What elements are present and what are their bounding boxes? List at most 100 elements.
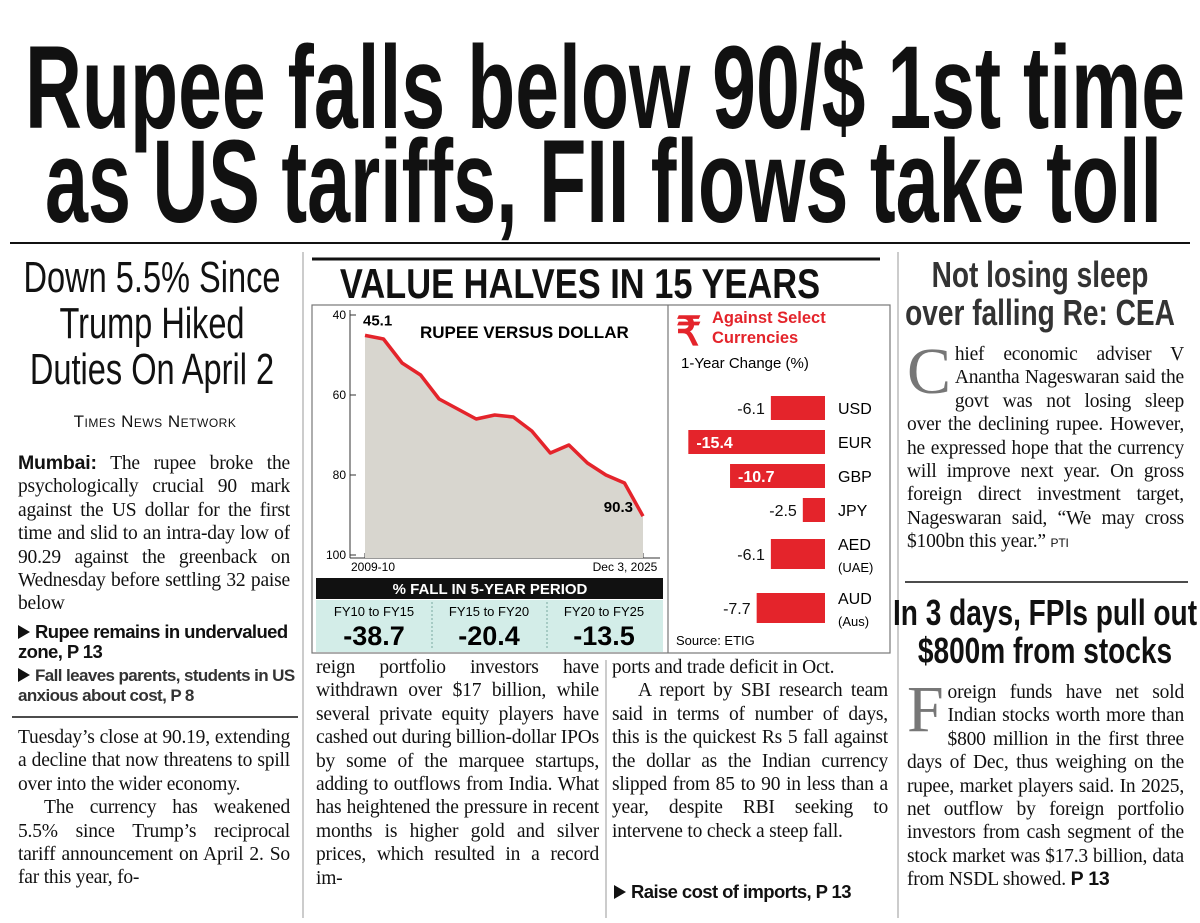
bar <box>730 464 825 488</box>
dropcap: F <box>907 681 944 746</box>
data-label: -6.1 <box>737 547 765 564</box>
category-label: USD <box>838 401 872 418</box>
graphic-frame <box>311 304 891 654</box>
x-tick-label: 2009-10 <box>351 560 395 574</box>
bar <box>756 593 825 623</box>
article-column: reign portfolio investors have withdrawn… <box>316 656 599 916</box>
cross-reference-text: Raise cost of imports, P 13 <box>631 881 852 902</box>
y-tick-label: 60 <box>333 388 347 402</box>
paragraph-text: The rupee broke the psychologically cruc… <box>18 453 290 614</box>
table-period: FY15 to FY20 <box>449 604 529 619</box>
paragraph: A report by SBI research team said in te… <box>612 679 888 843</box>
sidebar-headline-group: In 3 days, FPIs pull out <box>893 593 1197 633</box>
graphic-title: VALUE HALVES IN 15 YEARS <box>340 261 820 308</box>
paragraph: ports and trade deficit in Oct. <box>612 656 888 679</box>
paragraph: Mumbai: The rupee broke the psychologica… <box>18 452 290 614</box>
arrow-icon <box>18 625 30 639</box>
bar <box>688 430 825 454</box>
graphic-title-group: VALUE HALVES IN 15 YEARS <box>340 261 820 308</box>
cross-reference: Rupee remains in undervalued zone, P 13 <box>18 622 288 662</box>
table-bg <box>316 600 663 652</box>
x-tick-label: Dec 3, 2025 <box>593 560 658 574</box>
paragraph-text: hief economic adviser V Anantha Nageswar… <box>907 344 1184 553</box>
article-column: Tuesday’s close at 90.19, extending a de… <box>18 726 290 916</box>
cross-reference-text: Rupee remains in undervalued zone, P 13 <box>18 621 288 662</box>
paragraph-text: The currency has weakened 5.5% since Tru… <box>18 797 290 889</box>
paragraph-text: Tuesday’s close at 90.19, extending a de… <box>18 727 290 795</box>
headline-line: Rupee falls below 90/$ 1st time <box>25 22 1185 154</box>
table-period: FY20 to FY25 <box>564 604 644 619</box>
paragraph-text: A report by SBI research team said in te… <box>612 680 888 842</box>
chart-title: RUPEE VERSUS DOLLAR <box>420 323 629 342</box>
table-value: -13.5 <box>573 621 635 651</box>
arrow-icon <box>18 668 30 682</box>
subhead-line-group: Duties On April 2 <box>30 345 274 394</box>
paragraph: Tuesday’s close at 90.19, extending a de… <box>18 726 290 796</box>
dateline: Mumbai: <box>18 452 97 474</box>
data-label: -15.4 <box>696 435 733 452</box>
data-label: 90.3 <box>604 499 633 516</box>
category-label: GBP <box>838 469 872 486</box>
bar <box>770 396 825 420</box>
area <box>365 335 643 558</box>
sidebar-headline-group: $800m from stocks <box>918 631 1172 671</box>
data-label: -2.5 <box>769 503 797 520</box>
byline: Times News Network <box>73 412 237 431</box>
sidebar-headline-group: Not losing sleep <box>932 255 1149 295</box>
paragraph-text: ports and trade deficit in Oct. <box>612 657 835 678</box>
article-column: ports and trade deficit in Oct. A report … <box>612 656 888 868</box>
paragraph: The currency has weakened 5.5% since Tru… <box>18 796 290 890</box>
subhead-line-group: Down 5.5% Since <box>24 253 281 302</box>
category-label: JPY <box>838 503 868 520</box>
sidebar-headline: In 3 days, FPIs pull out <box>893 593 1197 633</box>
paragraph-text: oreign funds have net sold Indian stocks… <box>907 682 1184 891</box>
table-value: -20.4 <box>458 621 520 651</box>
y-tick-label: 80 <box>333 468 347 482</box>
article-column: Mumbai: The rupee broke the psychologica… <box>18 452 290 614</box>
cross-reference: Fall leaves parents, students in US anxi… <box>18 666 300 706</box>
subhead-line-group: Trump Hiked <box>59 299 244 348</box>
data-label: 45.1 <box>363 312 392 329</box>
subhead-line: Down 5.5% Since <box>24 253 281 302</box>
data-label: -10.7 <box>738 469 775 486</box>
table-title: % FALL IN 5-YEAR PERIOD <box>393 581 588 598</box>
bar <box>770 539 825 569</box>
cross-reference: Raise cost of imports, P 13 <box>614 882 890 902</box>
table-value: -38.7 <box>343 621 405 651</box>
currency-symbol: ₹ <box>676 310 701 354</box>
sidebar-headline: Not losing sleep <box>932 255 1149 295</box>
data-label: -7.7 <box>723 601 751 618</box>
paragraph-text: reign portfolio investors have withdrawn… <box>316 657 599 889</box>
headline-line: as US tariffs, FII flows take toll <box>45 116 1162 248</box>
category-note: (UAE) <box>838 560 873 575</box>
category-note: (Aus) <box>838 614 869 629</box>
dropcap: C <box>907 343 951 408</box>
chart-title: Against Select Currencies <box>712 309 826 347</box>
cross-reference-text: Fall leaves parents, students in US anxi… <box>18 666 295 705</box>
y-tick-label: 40 <box>333 308 347 322</box>
subhead-line: Trump Hiked <box>59 299 244 348</box>
line <box>364 333 645 518</box>
paragraph: reign portfolio investors have withdrawn… <box>316 656 599 890</box>
source: Source: ETIG <box>676 633 755 648</box>
bar <box>802 498 825 522</box>
category-label: AED <box>838 537 871 554</box>
sidebar-headline: over falling Re: CEA <box>905 293 1175 333</box>
arrow-icon <box>614 885 626 899</box>
credit: P 13 <box>1070 868 1110 891</box>
credit: PTI <box>1050 536 1069 551</box>
sidebar-headline: $800m from stocks <box>918 631 1172 671</box>
table-period: FY10 to FY15 <box>334 604 414 619</box>
sidebar-headline-group: over falling Re: CEA <box>905 293 1175 333</box>
chart-subtitle: 1-Year Change (%) <box>681 355 809 372</box>
category-label: EUR <box>838 435 872 452</box>
y-tick-label: 100 <box>326 548 346 562</box>
category-label: AUD <box>838 591 872 608</box>
table-header-bg <box>316 578 663 599</box>
